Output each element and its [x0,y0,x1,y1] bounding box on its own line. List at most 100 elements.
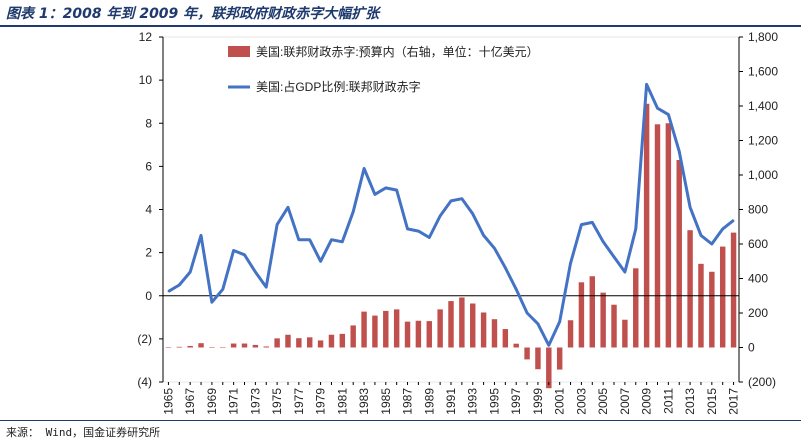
line-point-1975 [276,223,278,226]
line-point-2016 [721,228,724,230]
line-point-1993 [471,213,474,215]
bar-1996 [502,329,509,348]
line-point-1969 [211,301,213,304]
line-point-2006 [613,256,615,258]
bar-1988 [415,320,422,348]
line-point-1971 [232,249,235,252]
line-point-2015 [711,243,713,245]
x-tick-label-2009: 2009 [640,388,654,415]
title-rule [0,25,801,27]
bar-1980 [328,334,335,348]
line-point-2003 [580,223,583,226]
x-tick-label-1995: 1995 [487,388,501,415]
right-tick-label: 200 [748,306,768,320]
source-note: 来源： Wind，国金证券研究所 [6,426,161,439]
line-point-1978 [308,238,311,241]
right-tick-label: 1,600 [748,65,778,79]
line-point-1973 [254,271,257,273]
line-point-2008 [634,228,637,230]
bar-2014 [698,263,704,348]
legend-bar-label: 美国:联邦财政赤字:预算内（右轴，单位：十亿美元） [256,44,539,59]
bar-1991 [448,301,454,348]
line-point-2001 [558,320,561,323]
line-point-2017 [732,219,735,222]
bar-1968 [198,343,204,348]
bar-1999 [535,347,541,370]
right-tick-label: 1,800 [748,30,778,44]
x-tick-label-1977: 1977 [292,388,306,415]
line-point-1974 [265,286,268,288]
x-tick-label-2001: 2001 [553,388,567,415]
line-point-1986 [395,189,398,191]
line-point-1966 [178,284,181,286]
x-tick-label-1993: 1993 [466,388,480,415]
bar-2013 [687,230,693,348]
bar-1976 [285,334,291,348]
x-tick-label-1975: 1975 [270,388,284,415]
bar-2017 [730,232,737,348]
bar-1987 [404,321,411,348]
line-point-1965 [167,290,170,293]
line-point-2010 [656,107,659,109]
bar-2015 [709,271,715,348]
x-tick-label-2015: 2015 [705,388,719,415]
left-tick-label: (4) [137,375,152,389]
x-tick-label-1987: 1987 [401,388,415,415]
bar-1981 [339,333,346,348]
x-tick-label-1989: 1989 [422,388,436,415]
bar-2008 [633,268,639,348]
left-tick-label: (2) [137,332,152,346]
bar-2010 [654,124,661,348]
bar-1966 [176,346,183,348]
left-tick-label: 0 [145,289,152,303]
right-tick-label: 600 [748,237,768,251]
bar-2002 [567,320,574,348]
x-tick-label-1985: 1985 [379,388,393,415]
right-tick-label: 800 [748,203,768,217]
bar-2000 [546,347,552,389]
chart-title: 图表 1：2008 年到 2009 年，联邦政府财政赤字大幅扩张 [6,6,380,22]
legend-line-label: 美国:占GDP比例:联邦财政赤字 [256,79,421,94]
bar-1972 [241,343,248,348]
bar-1997 [513,343,519,348]
bar-1998 [524,347,530,360]
chart: (4) (2) 0 2 4 6 8 10 12 (200) 0 200 400 600 800 1,000 1,… [137,30,778,415]
line-point-1991 [450,200,452,202]
line-point-2005 [602,241,604,243]
bar-1975 [274,338,280,348]
line-point-1982 [352,210,354,213]
line-point-1996 [504,266,507,269]
bar-1977 [296,338,302,348]
line-point-2012 [678,150,681,153]
bar-1965 [165,347,172,348]
line-point-1984 [374,193,376,196]
line-point-1972 [243,253,246,256]
bar-2016 [719,246,726,348]
line-point-2011 [667,113,670,116]
bar-1970 [220,346,226,348]
line-point-1995 [493,247,496,250]
bar-1982 [350,325,356,348]
line-point-1987 [406,228,409,230]
bar-1984 [372,315,378,348]
line-point-1988 [417,230,420,232]
x-tick-label-2003: 2003 [574,388,588,415]
left-tick-label: 10 [139,73,153,87]
bar-1983 [361,311,367,348]
bar-2011 [665,123,672,348]
bar-2005 [600,292,606,348]
bar-1986 [393,309,400,348]
line-point-1989 [428,236,431,239]
bar-1993 [470,303,476,348]
x-tick-label-1965: 1965 [161,388,175,415]
x-tick-label-2007: 2007 [618,388,632,415]
x-tick-label-1981: 1981 [335,388,349,415]
line-point-1977 [298,238,300,241]
right-tick-label: 1,400 [748,99,778,113]
line-point-1994 [482,234,485,237]
line-point-1998 [526,312,528,314]
line-point-1979 [319,260,322,263]
x-tick-label-1999: 1999 [531,388,545,415]
bar-1974 [263,346,269,348]
right-tick-label: 1,000 [748,168,778,182]
